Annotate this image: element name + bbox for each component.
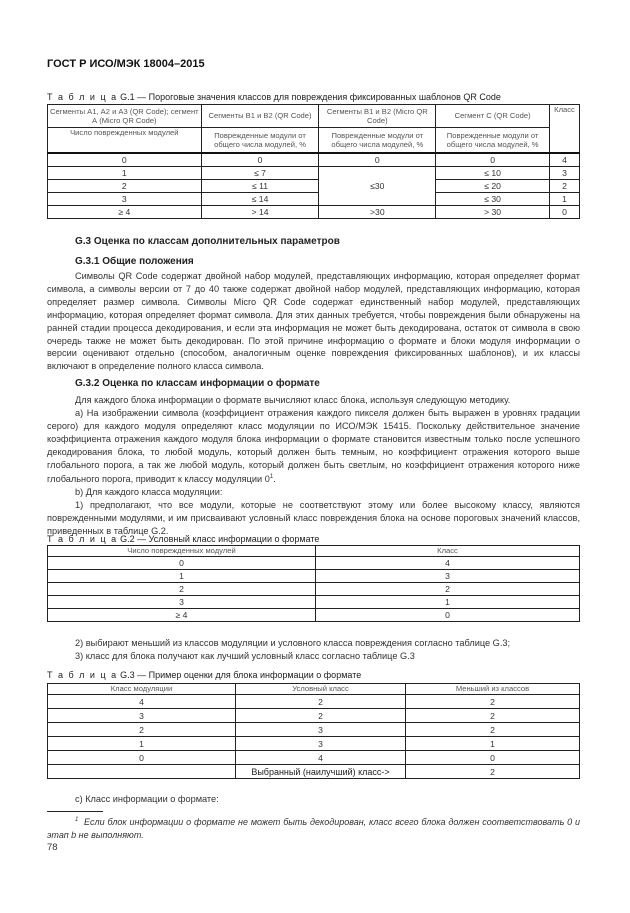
paragraph-c: с) Класс информации о формате: <box>75 794 219 804</box>
footnote: 1 Если блок информации о формате не може… <box>47 817 580 840</box>
table-g1-caption: Т а б л и ц а G.1 — Пороговые значения к… <box>47 92 501 102</box>
section-g3-heading: G.3 Оценка по классам дополнительных пар… <box>75 236 340 247</box>
col-header: Сегменты В1 и В2 (Micro QR Code) <box>318 104 437 128</box>
section-g31-heading: G.3.1 Общие положения <box>75 256 194 267</box>
table-row: Выбранный (наилучший) класс-> 2 <box>47 764 580 779</box>
footnote-divider <box>47 811 103 812</box>
sub-header: Поврежденные модули от общего числа моду… <box>318 127 437 154</box>
table-g3-caption: Т а б л и ц а G.3 — Пример оценки для бл… <box>47 670 362 680</box>
steps-list: 2) выбирают меньший из классов модуляции… <box>75 638 511 661</box>
table-row: 3 ≤ 14 ≤ 30 1 <box>47 192 580 206</box>
sub-header: Число поврежденных модулей <box>47 127 202 154</box>
table-g2-caption: Т а б л и ц а G.2 — Условный класс инфор… <box>47 534 320 544</box>
table-row: ≥ 4 > 14 >30 > 30 0 <box>47 205 580 219</box>
table-row: 2 ≤ 11 ≤ 20 2 <box>47 179 580 193</box>
table-g3: Класс модуляции Условный класс Меньший из … <box>47 683 580 779</box>
section-g32-heading: G.3.2 Оценка по классам информации о фор… <box>75 378 320 389</box>
section-g31-body: Символы QR Code содержат двойной набор м… <box>47 271 580 372</box>
col-header: Класс <box>549 104 580 154</box>
table-row: 1 ≤ 7 ≤30 ≤ 10 3 <box>47 166 580 206</box>
col-header: Сегмент С (QR Code) <box>435 104 550 128</box>
sub-header: Поврежденные модули от общего числа моду… <box>435 127 550 154</box>
col-header: Сегменты А1, А2 и А3 (QR Code); сегмент … <box>47 104 202 128</box>
document-header: ГОСТ Р ИСО/МЭК 18004–2015 <box>47 58 205 70</box>
col-header: Сегменты В1 и В2 (QR Code) <box>200 104 320 128</box>
sub-header: Поврежденные модули от общего числа моду… <box>200 127 320 154</box>
paragraph-a: а) На изображении символа (коэффициент о… <box>47 407 580 485</box>
section-g32-body: Для каждого блока информации о формате в… <box>47 395 580 537</box>
page-number: 78 <box>47 842 58 853</box>
table-g1: Сегменты А1, А2 и А3 (QR Code); сегмент … <box>47 104 580 219</box>
